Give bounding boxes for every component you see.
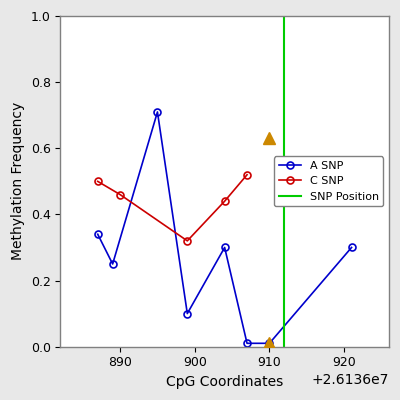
A SNP — [185, 311, 190, 316]
Y-axis label: Methylation Frequency: Methylation Frequency — [11, 102, 25, 260]
A SNP — [155, 110, 160, 114]
C SNP — [95, 179, 100, 184]
C SNP — [222, 199, 227, 204]
A SNP — [245, 341, 250, 346]
A SNP — [110, 262, 115, 266]
Legend: A SNP, C SNP, SNP Position: A SNP, C SNP, SNP Position — [274, 156, 383, 206]
Line: A SNP: A SNP — [94, 108, 355, 347]
C SNP — [245, 172, 250, 177]
A SNP — [267, 341, 272, 346]
C SNP — [118, 192, 122, 197]
C SNP — [185, 238, 190, 243]
A SNP — [95, 232, 100, 237]
Line: C SNP: C SNP — [94, 171, 250, 244]
A SNP — [222, 245, 227, 250]
X-axis label: CpG Coordinates: CpG Coordinates — [166, 375, 283, 389]
A SNP — [349, 245, 354, 250]
